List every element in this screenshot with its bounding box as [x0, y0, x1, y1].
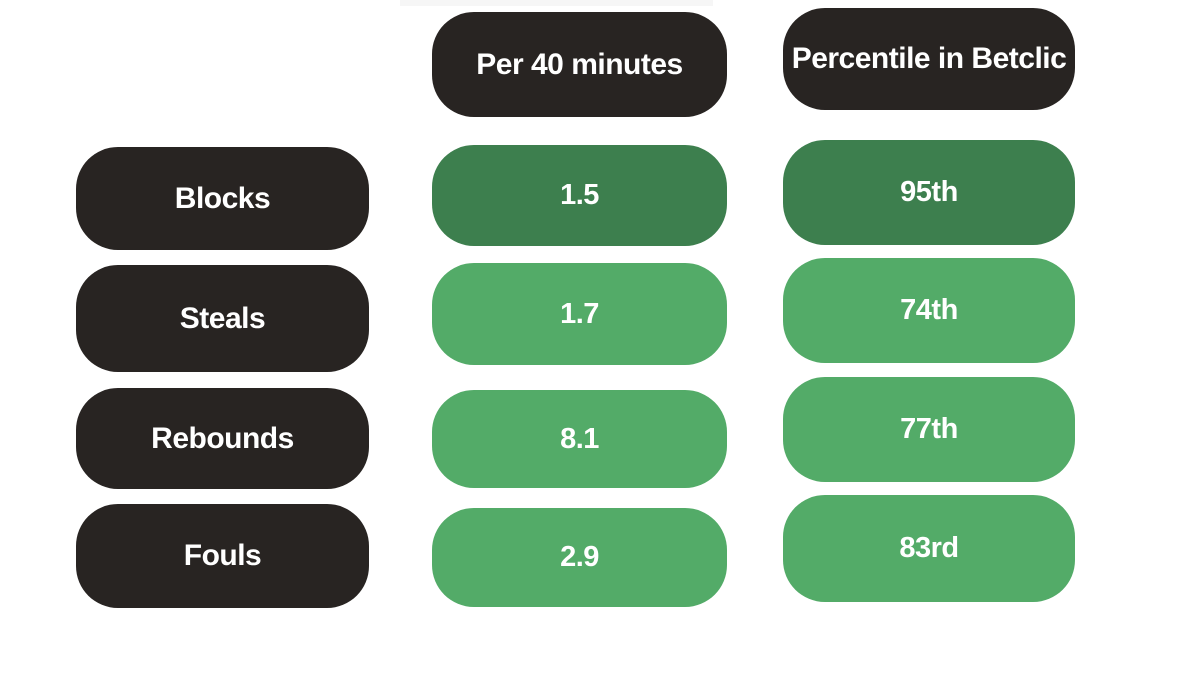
per40-value-rebounds: 8.1 [432, 390, 727, 488]
stat-label-fouls: Fouls [76, 504, 369, 608]
stat-label-rebounds: Rebounds [76, 388, 369, 489]
top-crop-strip [400, 0, 713, 6]
column-header-percentile-in-betclic: Percentile in Betclic [783, 8, 1075, 110]
per40-value-steals: 1.7 [432, 263, 727, 365]
percentile-value-fouls: 83rd [783, 495, 1075, 602]
stat-label-steals: Steals [76, 265, 369, 372]
per40-value-fouls: 2.9 [432, 508, 727, 607]
percentile-value-blocks: 95th [783, 140, 1075, 245]
percentile-value-rebounds: 77th [783, 377, 1075, 482]
column-header-per-40-minutes: Per 40 minutes [432, 12, 727, 117]
percentile-value-steals: 74th [783, 258, 1075, 363]
stat-label-blocks: Blocks [76, 147, 369, 250]
per40-value-blocks: 1.5 [432, 145, 727, 246]
